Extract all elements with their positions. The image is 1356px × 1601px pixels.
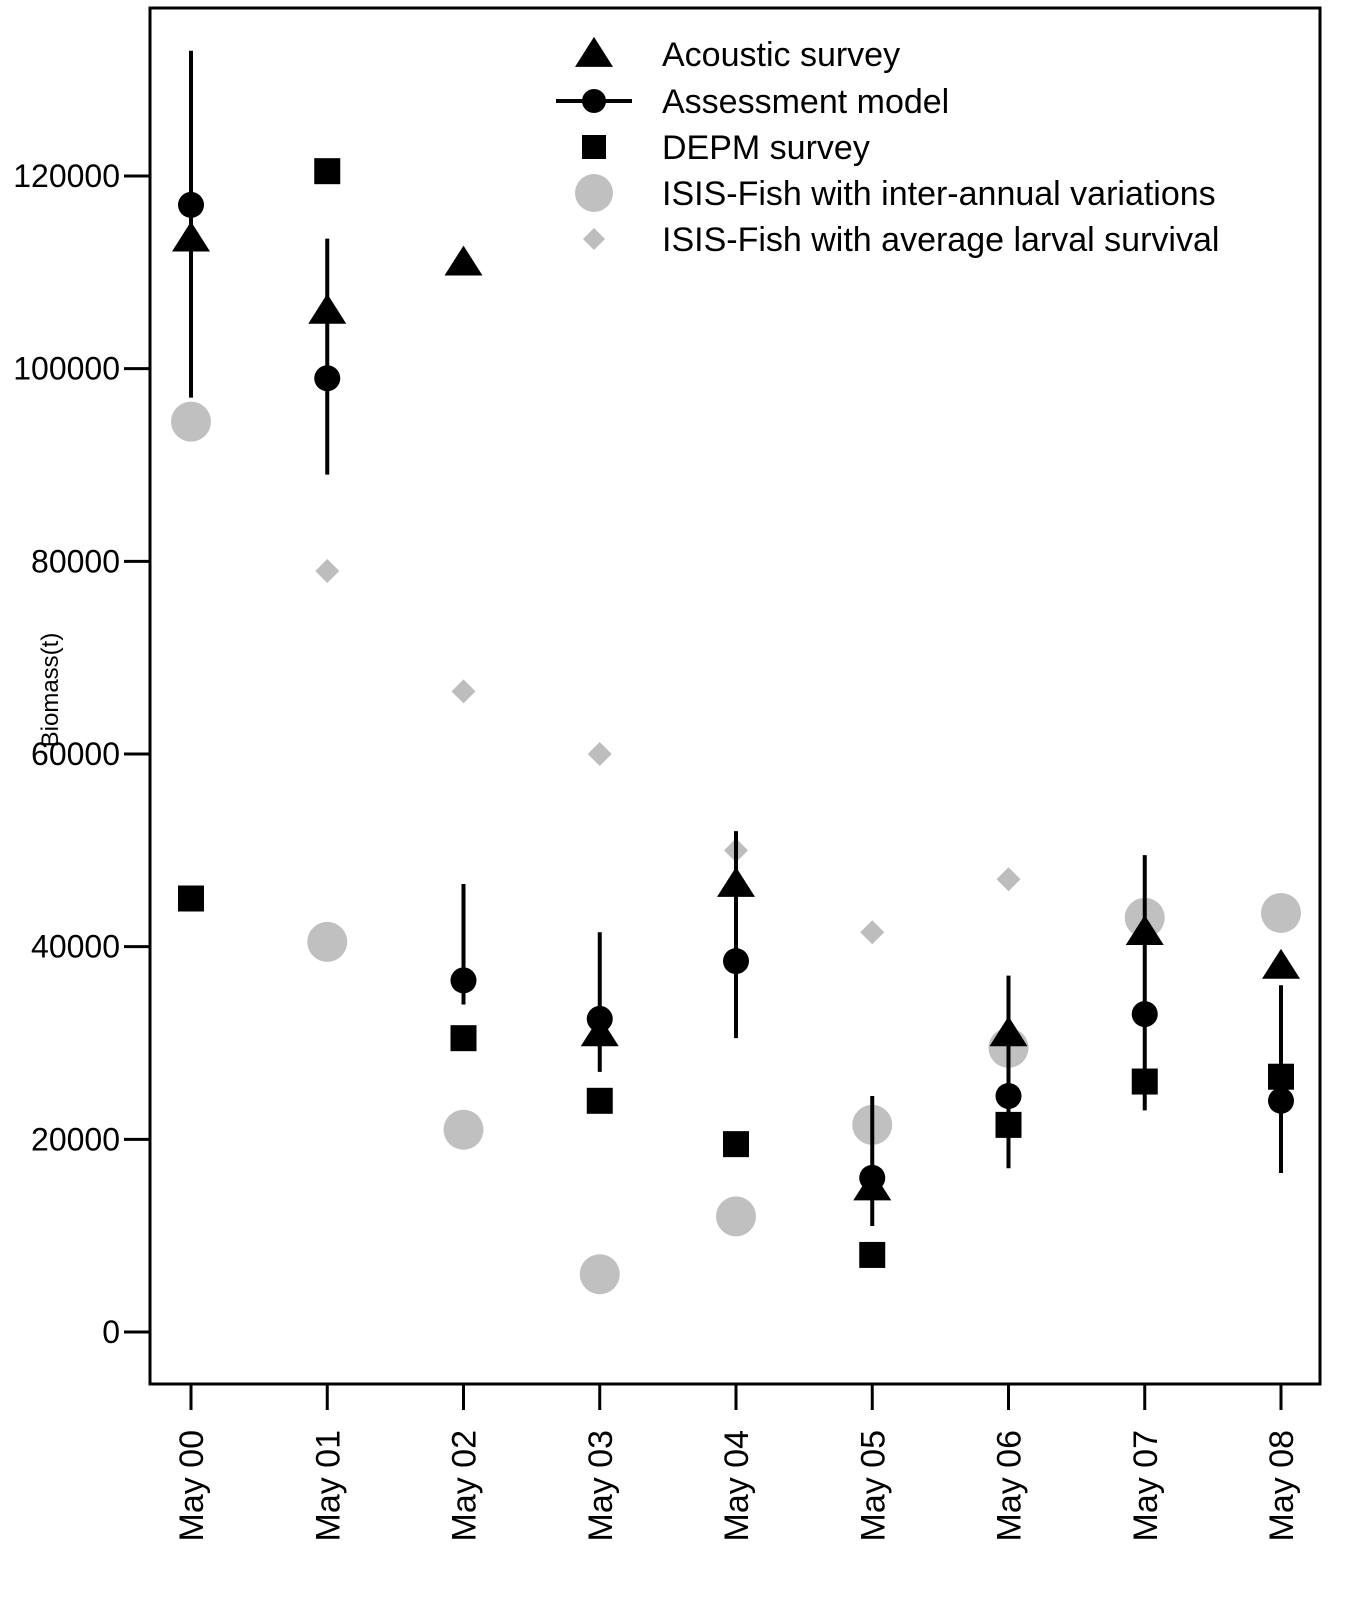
acoustic-point <box>1262 948 1300 979</box>
isis-average-point <box>587 742 612 766</box>
x-tick-label: May 01 <box>309 1430 347 1542</box>
x-tick-label: May 04 <box>718 1430 756 1542</box>
acoustic-point <box>989 1016 1028 1047</box>
depm-point <box>178 885 204 912</box>
assessment-point <box>859 1164 886 1191</box>
y-tick-label: 0 <box>102 1314 120 1350</box>
isis-average-point <box>860 920 885 945</box>
y-tick-label: 120000 <box>13 158 120 194</box>
legend-label: ISIS-Fish with inter-annual variations <box>662 175 1216 213</box>
y-tick-label: 100000 <box>13 351 120 387</box>
legend-item: ISIS-Fish with inter-annual variations <box>575 174 1216 213</box>
legend-item: Acoustic survey <box>575 36 900 74</box>
x-tick-label: May 02 <box>446 1430 484 1542</box>
y-tick-label: 20000 <box>31 1121 120 1157</box>
depm-point <box>859 1241 886 1268</box>
legend-label: Assessment model <box>662 83 949 121</box>
depm-point <box>723 1131 749 1158</box>
isis-interannual-point <box>171 401 211 442</box>
x-tick-label: May 00 <box>173 1430 211 1542</box>
assessment-point <box>450 967 477 994</box>
assessment-point <box>723 948 749 975</box>
legend-item: ISIS-Fish with average larval survival <box>583 221 1219 259</box>
plot-frame <box>148 6 1322 1386</box>
assessment-point <box>586 1005 613 1032</box>
legend-label: Acoustic survey <box>662 36 900 74</box>
legend-item: DEPM survey <box>582 129 870 167</box>
y-tick-label: 40000 <box>31 929 120 965</box>
legend-triangle-icon <box>575 36 613 67</box>
assessment-point <box>314 365 341 392</box>
depm-point <box>450 1025 477 1052</box>
y-axis-label: Biomass(t) <box>37 633 64 748</box>
acoustic-point <box>444 245 483 276</box>
y-tick-label: 80000 <box>31 543 120 579</box>
x-tick-label: May 07 <box>1127 1430 1165 1542</box>
depm-point <box>586 1087 613 1114</box>
isis-interannual-point <box>307 921 348 962</box>
legend-item: Assessment model <box>556 83 949 121</box>
acoustic-point <box>308 293 347 324</box>
assessment-point <box>1131 1001 1158 1028</box>
isis-average-point <box>996 867 1021 892</box>
isis-interannual-point <box>716 1196 756 1237</box>
x-tick-label: May 08 <box>1263 1430 1301 1542</box>
assessment-point <box>178 191 204 218</box>
x-tick-label: May 06 <box>991 1430 1029 1542</box>
assessment-point <box>995 1082 1022 1109</box>
isis-average-point <box>451 679 476 704</box>
depm-point <box>314 158 341 185</box>
legend-circle-icon <box>582 89 606 113</box>
assessment-point <box>1268 1087 1294 1114</box>
legend-diamond-icon <box>583 228 605 250</box>
acoustic-point <box>1125 915 1164 946</box>
legend-label: ISIS-Fish with average larval survival <box>662 221 1219 259</box>
isis-interannual-point <box>579 1254 620 1295</box>
legend-label: DEPM survey <box>662 129 870 167</box>
x-tick-label: May 05 <box>854 1430 892 1542</box>
y-tick-label: 60000 <box>31 736 120 772</box>
isis-interannual-point <box>443 1109 484 1150</box>
x-tick-label: May 03 <box>582 1430 620 1542</box>
legend-square-icon <box>582 135 606 159</box>
legend-large-circle-icon <box>575 174 613 212</box>
acoustic-point <box>717 866 755 897</box>
acoustic-point <box>172 221 210 252</box>
isis-interannual-point <box>1261 892 1301 933</box>
isis-average-point <box>315 558 340 583</box>
